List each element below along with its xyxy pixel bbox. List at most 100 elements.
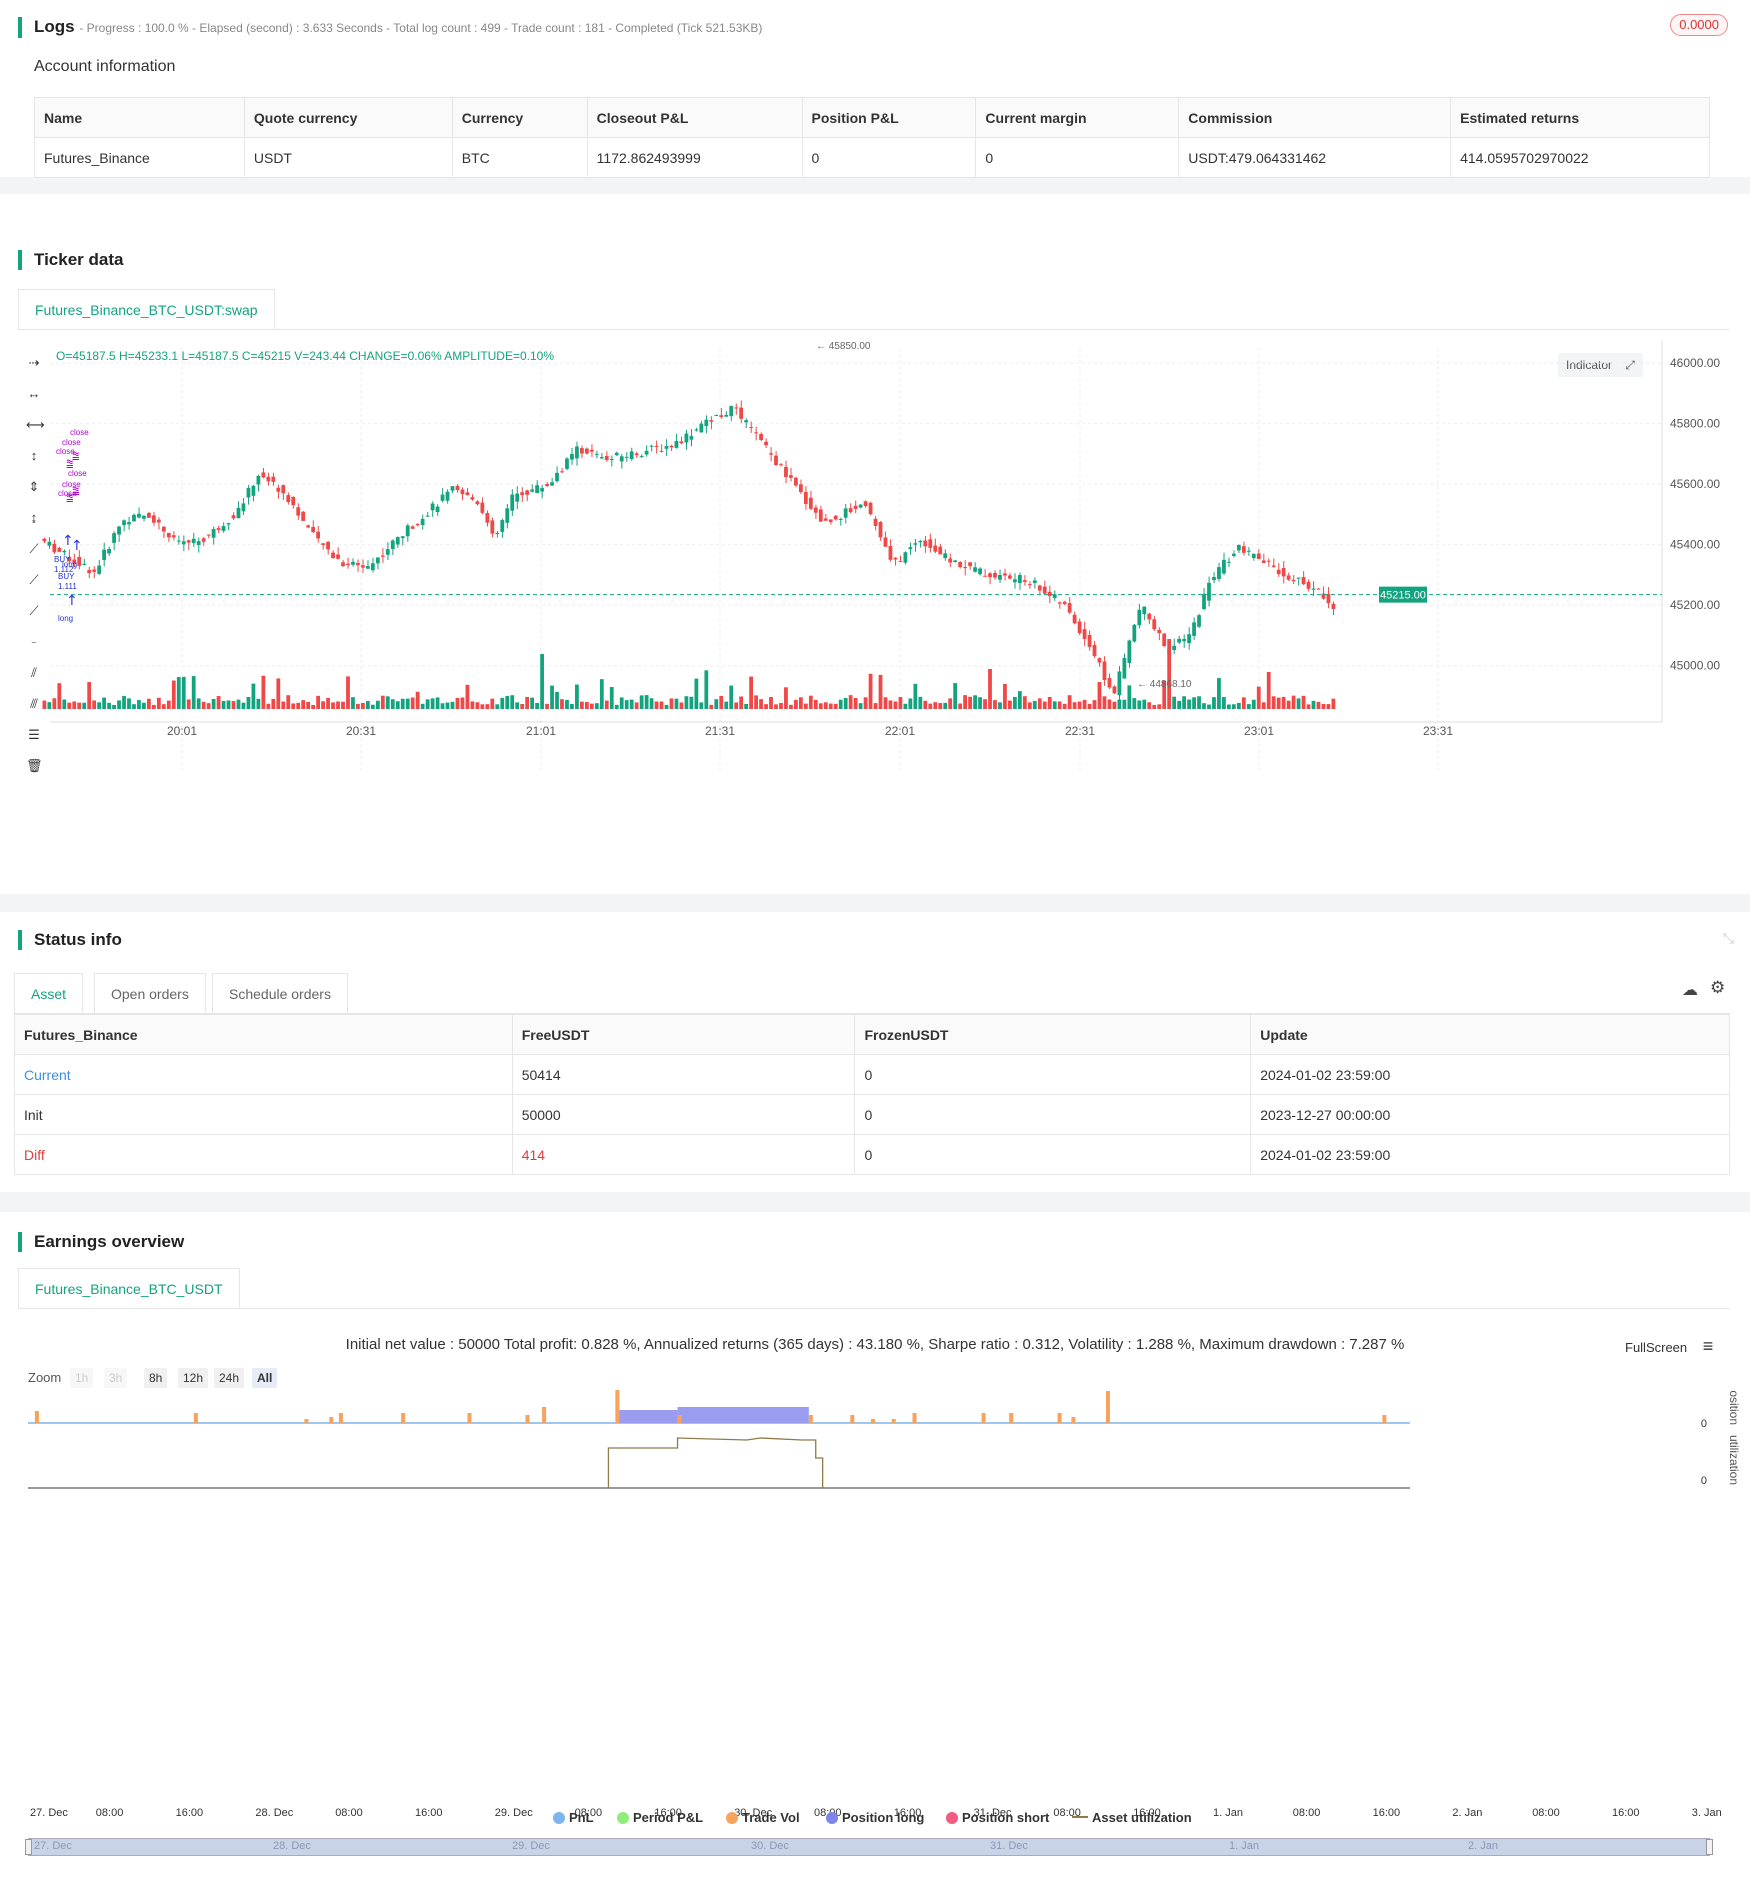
candle-body xyxy=(594,453,599,455)
volume-bar xyxy=(908,698,913,709)
volume-bar xyxy=(1042,701,1047,709)
tab-earnings-symbol[interactable]: Futures_Binance_BTC_USDT xyxy=(18,1268,240,1308)
price-axis-label: 46000.00 xyxy=(1670,356,1720,370)
candle-body xyxy=(132,514,136,522)
cloud-download-icon[interactable]: ☁ xyxy=(1682,982,1698,999)
candle-body xyxy=(604,456,609,461)
tab-ticker-symbol[interactable]: Futures_Binance_BTC_USDT:swap xyxy=(18,289,275,329)
horizontal-ray-icon[interactable]: ⇢ xyxy=(28,355,40,370)
tab-schedule-orders[interactable]: Schedule orders xyxy=(212,973,348,1013)
candle-body xyxy=(97,565,102,574)
vertical-segment-icon[interactable]: ↨ xyxy=(30,510,38,525)
candle-body xyxy=(823,518,828,521)
legend-item[interactable]: Position long xyxy=(826,1810,924,1826)
trade-vol-bar xyxy=(615,1390,620,1423)
candle-body xyxy=(127,522,131,525)
fibonacci-lines-icon[interactable]: ☰ xyxy=(28,727,40,742)
navigator-left-handle[interactable] xyxy=(25,1839,32,1855)
volume-bar xyxy=(351,697,355,709)
zoom-1h-button[interactable]: 1h xyxy=(70,1368,94,1388)
zoom-All-button[interactable]: All xyxy=(252,1368,278,1388)
candle-body xyxy=(1256,553,1261,559)
trash-icon[interactable]: 🗑 xyxy=(26,758,43,773)
expand-icon[interactable]: ⤢ xyxy=(1625,358,1635,372)
horizontal-segment-icon[interactable]: ⟷ xyxy=(26,417,45,432)
volume-bar xyxy=(560,699,564,709)
collapse-icon[interactable]: ⤡ xyxy=(1722,930,1734,946)
volume-bar xyxy=(813,699,818,709)
trade-marker-label: BUY xyxy=(54,555,71,564)
tab-open-orders[interactable]: Open orders xyxy=(94,973,206,1013)
volume-bar xyxy=(1127,685,1132,709)
candle-body xyxy=(326,541,330,550)
price-axis-label: 45800.00 xyxy=(1670,417,1720,431)
candle-body xyxy=(395,537,400,545)
fibonacci-icon[interactable]: ⫻ xyxy=(30,696,38,711)
candle-body xyxy=(166,532,171,538)
candle-body xyxy=(261,472,266,478)
volume-bar xyxy=(490,698,495,709)
settings-gear-icon[interactable]: ⚙ xyxy=(1710,978,1726,997)
buy-arrow-icon: ↑ xyxy=(71,538,83,554)
logs-badge: 0.0000 xyxy=(1670,14,1728,36)
volume-bar xyxy=(341,701,345,709)
volume-bar xyxy=(1017,691,1022,709)
trade-vol-bar xyxy=(401,1413,406,1423)
vertical-ray-icon[interactable]: ↕ xyxy=(30,448,38,463)
candle-body xyxy=(1207,582,1211,601)
vertical-line-icon[interactable]: ⇕ xyxy=(28,479,40,494)
segment-line-icon[interactable]: ⟋ xyxy=(29,603,39,618)
legend-item[interactable]: Position short xyxy=(946,1810,1049,1826)
tab-asset[interactable]: Asset xyxy=(14,973,84,1013)
candle-body xyxy=(1132,624,1137,642)
candle-body xyxy=(156,519,161,523)
volume-bar xyxy=(594,703,599,709)
candle-body xyxy=(694,429,699,431)
volume-bar xyxy=(679,702,684,709)
volume-bar xyxy=(794,699,798,709)
volume-bar xyxy=(186,699,191,709)
indicator-button[interactable]: Indicator ⤢ xyxy=(1558,353,1643,377)
legend-item[interactable]: Period P&L xyxy=(617,1810,703,1826)
trend-line-icon[interactable]: ⟋ xyxy=(29,541,39,556)
ray-line-icon[interactable]: ⟋ xyxy=(29,572,39,587)
volume-bar xyxy=(1271,696,1276,709)
menu-icon[interactable]: ≡ xyxy=(1702,1336,1714,1356)
candle-body xyxy=(475,501,480,505)
zoom-8h-button[interactable]: 8h xyxy=(144,1368,168,1388)
horizontal-line-icon[interactable]: ↔ xyxy=(27,386,41,401)
volume-bar xyxy=(540,654,544,709)
volume-bar xyxy=(719,695,724,709)
candle-body xyxy=(410,526,415,529)
earnings-summary: Initial net value : 50000 Total profit: … xyxy=(345,1336,1405,1353)
candle-body xyxy=(639,455,644,457)
volume-bar xyxy=(958,703,963,709)
candle-body xyxy=(719,415,724,417)
volume-bar xyxy=(863,697,868,709)
legend-item[interactable]: PnL xyxy=(553,1810,594,1826)
candle-body xyxy=(122,520,126,526)
volume-bar xyxy=(609,686,614,709)
fullscreen-button[interactable]: FullScreen ≡ xyxy=(1625,1336,1714,1356)
zoom-3h-button[interactable]: 3h xyxy=(104,1368,128,1388)
volume-bar xyxy=(709,704,714,709)
volume-bar xyxy=(888,700,893,709)
volume-bar xyxy=(1067,695,1072,709)
legend-item[interactable]: Asset utilization xyxy=(1072,1810,1192,1826)
candle-body xyxy=(271,476,276,482)
table-cell: Futures_Binance xyxy=(34,137,245,178)
volume-bar xyxy=(575,684,579,709)
legend-item[interactable]: Trade Vol xyxy=(726,1810,800,1826)
price-axis-label: 45400.00 xyxy=(1670,538,1720,552)
navigator-right-handle[interactable] xyxy=(1706,1839,1713,1855)
zoom-12h-button[interactable]: 12h xyxy=(178,1368,209,1388)
candle-body xyxy=(77,556,82,566)
zoom-24h-button[interactable]: 24h xyxy=(214,1368,245,1388)
candle-body xyxy=(1202,593,1206,610)
parallel-channel-icon[interactable]: ⫽ xyxy=(31,665,37,680)
candle-body xyxy=(1217,567,1221,580)
volume-bar xyxy=(67,702,72,709)
price-line-icon[interactable]: ⎯ xyxy=(31,637,37,647)
table-cell: 0 xyxy=(975,137,1180,178)
volume-bar xyxy=(599,679,604,709)
